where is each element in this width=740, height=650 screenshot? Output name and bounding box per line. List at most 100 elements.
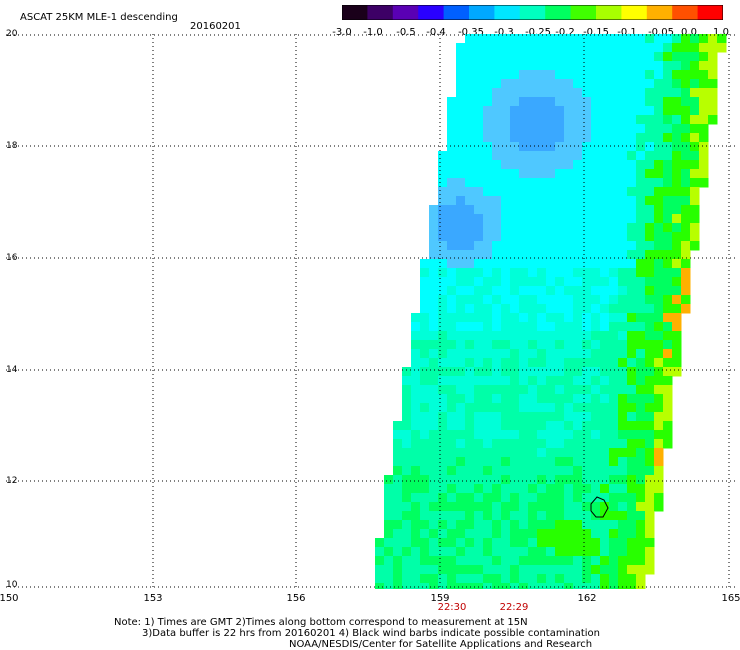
swath-cell <box>591 214 601 224</box>
swath-cell <box>645 439 655 449</box>
swath-cell <box>474 331 484 341</box>
swath-cell <box>438 223 448 233</box>
swath-cell <box>618 106 628 116</box>
swath-cell <box>492 250 502 260</box>
swath-cell <box>501 493 511 503</box>
swath-cell <box>627 583 637 589</box>
swath-cell <box>564 358 574 368</box>
swath-cell <box>654 232 664 242</box>
swath-cell <box>474 349 484 359</box>
swath-cell <box>483 340 493 350</box>
swath-cell <box>654 394 664 404</box>
swath-cell <box>474 340 484 350</box>
swath-cell <box>411 358 421 368</box>
swath-cell <box>555 313 565 323</box>
swath-cell <box>600 493 610 503</box>
swath-cell <box>636 88 646 98</box>
swath-cell <box>483 223 493 233</box>
swath-cell <box>609 268 619 278</box>
swath-cell <box>519 286 529 296</box>
swath-cell <box>636 574 646 584</box>
swath-cell <box>474 250 484 260</box>
swath-cell <box>618 529 628 539</box>
swath-cell <box>609 205 619 215</box>
swath-cell <box>582 430 592 440</box>
swath-cell <box>537 349 547 359</box>
swath-cell <box>456 322 466 332</box>
swath-cell <box>474 466 484 476</box>
swath-cell <box>618 115 628 125</box>
swath-cell <box>429 412 439 422</box>
swath-cell <box>501 349 511 359</box>
swath-cell <box>636 187 646 197</box>
swath-cell <box>492 583 502 589</box>
swath-cell <box>519 304 529 314</box>
swath-cell <box>456 241 466 251</box>
swath-cell <box>618 169 628 179</box>
swath-cell <box>411 493 421 503</box>
swath-cell <box>654 214 664 224</box>
swath-cell <box>627 295 637 305</box>
colorbar <box>342 5 723 20</box>
swath-cell <box>672 106 682 116</box>
swath-cell <box>618 565 628 575</box>
swath-cell <box>420 286 430 296</box>
swath-cell <box>510 304 520 314</box>
swath-cell <box>447 331 457 341</box>
swath-cell <box>573 52 583 62</box>
swath-cell <box>645 286 655 296</box>
swath-cell <box>519 160 529 170</box>
swath-cell <box>465 430 475 440</box>
swath-cell <box>483 421 493 431</box>
swath-cell <box>510 250 520 260</box>
swath-cell <box>465 250 475 260</box>
swath-cell <box>492 421 502 431</box>
swath-cell <box>537 484 547 494</box>
swath-cell <box>519 313 529 323</box>
swath-cell <box>420 331 430 341</box>
swath-cell <box>447 340 457 350</box>
swath-cell <box>573 412 583 422</box>
swath-cell <box>501 412 511 422</box>
swath-cell <box>501 439 511 449</box>
swath-cell <box>438 475 448 485</box>
swath-cell <box>537 340 547 350</box>
swath-cell <box>483 511 493 521</box>
swath-cell <box>456 547 466 557</box>
swath-cell <box>420 376 430 386</box>
swath-cell <box>429 448 439 458</box>
swath-cell <box>600 61 610 71</box>
swath-cell <box>510 34 520 44</box>
swath-cell <box>411 439 421 449</box>
swath-cell <box>627 367 637 377</box>
swath-cell <box>618 358 628 368</box>
swath-cell <box>510 502 520 512</box>
swath-cell <box>564 502 574 512</box>
swath-cell <box>636 556 646 566</box>
swath-cell <box>609 403 619 413</box>
swath-cell <box>627 313 637 323</box>
swath-cell <box>627 151 637 161</box>
swath-cell <box>573 367 583 377</box>
swath-cell <box>573 304 583 314</box>
swath-cell <box>609 61 619 71</box>
swath-cell <box>537 259 547 269</box>
swath-cell <box>663 241 673 251</box>
colorbar-label: -0.3 <box>494 27 514 38</box>
swath-cell <box>636 304 646 314</box>
swath-cell <box>564 547 574 557</box>
swath-cell <box>546 439 556 449</box>
swath-cell <box>483 70 493 80</box>
swath-cell <box>564 556 574 566</box>
swath-cell <box>447 295 457 305</box>
swath-cell <box>528 160 538 170</box>
swath-cell <box>465 241 475 251</box>
swath-cell <box>438 160 448 170</box>
swath-cell <box>519 97 529 107</box>
swath-cell <box>699 124 709 134</box>
swath-cell <box>510 169 520 179</box>
swath-cell <box>627 223 637 233</box>
swath-cell <box>663 268 673 278</box>
swath-cell <box>663 340 673 350</box>
swath-cell <box>582 259 592 269</box>
